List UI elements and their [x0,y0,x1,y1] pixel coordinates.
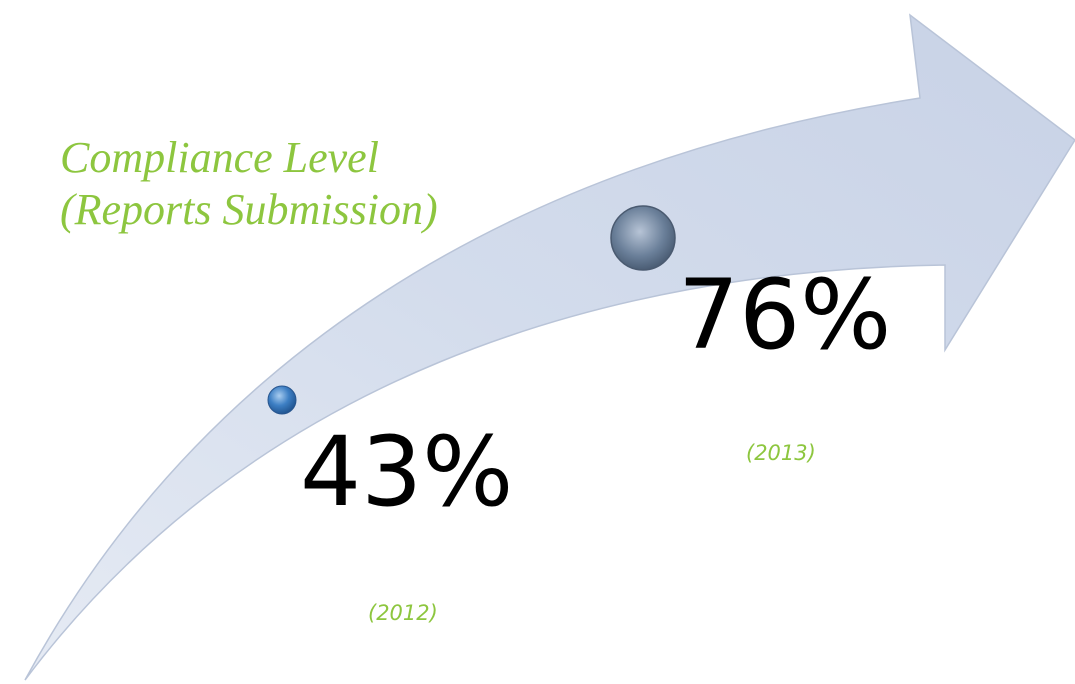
marker [267,385,297,415]
marker [610,205,676,271]
year-label: (2012) [368,601,438,625]
year-label: (2013) [746,441,816,465]
title-line: (Reports Submission) [60,185,438,234]
title-line: Compliance Level [60,133,379,182]
arrow [24,13,1075,681]
value-label: 76% [678,259,891,371]
value-label: 43% [300,416,513,528]
